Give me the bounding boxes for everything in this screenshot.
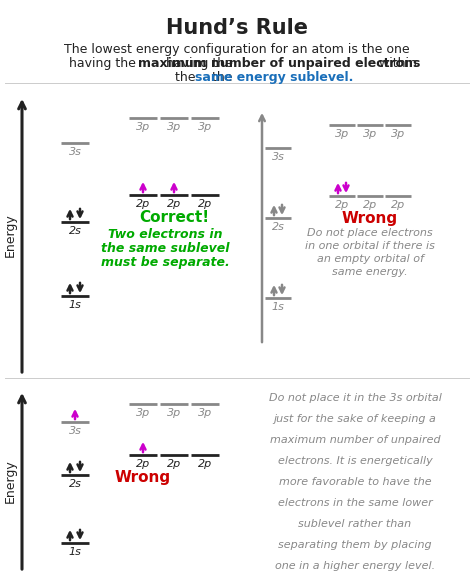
Text: 2s: 2s bbox=[69, 226, 82, 236]
Text: same energy sublevel.: same energy sublevel. bbox=[195, 71, 354, 84]
Text: one in a higher energy level.: one in a higher energy level. bbox=[275, 561, 435, 571]
Text: 3p: 3p bbox=[363, 129, 377, 139]
Text: The lowest energy configuration for an atom is the one: The lowest energy configuration for an a… bbox=[64, 43, 410, 56]
Text: must be separate.: must be separate. bbox=[100, 256, 229, 269]
Text: 2p: 2p bbox=[335, 200, 349, 210]
Text: more favorable to have the: more favorable to have the bbox=[279, 477, 431, 487]
Text: 3p: 3p bbox=[167, 408, 181, 418]
Text: Two electrons in: Two electrons in bbox=[108, 228, 222, 241]
Text: 2p: 2p bbox=[167, 199, 181, 209]
Text: 3p: 3p bbox=[198, 122, 212, 132]
Text: 2p: 2p bbox=[136, 459, 150, 469]
Text: electrons in the same lower: electrons in the same lower bbox=[278, 498, 432, 508]
Text: Wrong: Wrong bbox=[342, 211, 398, 226]
Text: 2p: 2p bbox=[391, 200, 405, 210]
Text: the: the bbox=[175, 71, 200, 84]
Text: electrons. It is energetically: electrons. It is energetically bbox=[278, 456, 432, 466]
Text: maximum number of unpaired electrons: maximum number of unpaired electrons bbox=[138, 57, 420, 70]
Text: Correct!: Correct! bbox=[139, 210, 209, 225]
Text: 3p: 3p bbox=[391, 129, 405, 139]
Text: 3p: 3p bbox=[198, 408, 212, 418]
Text: 3p: 3p bbox=[136, 408, 150, 418]
Text: having the: having the bbox=[166, 57, 237, 70]
Text: 1s: 1s bbox=[272, 302, 284, 312]
Text: having the: having the bbox=[69, 57, 140, 70]
Text: Wrong: Wrong bbox=[115, 470, 171, 485]
Text: 3p: 3p bbox=[136, 122, 150, 132]
Text: 3s: 3s bbox=[69, 426, 82, 436]
Text: the same sublevel: the same sublevel bbox=[101, 242, 229, 255]
Text: 3p: 3p bbox=[335, 129, 349, 139]
Text: 3s: 3s bbox=[69, 147, 82, 157]
Text: Hund’s Rule: Hund’s Rule bbox=[166, 18, 308, 38]
Text: 2s: 2s bbox=[272, 222, 284, 232]
Text: an empty orbital of: an empty orbital of bbox=[317, 254, 423, 264]
Text: just for the sake of keeping a: just for the sake of keeping a bbox=[273, 414, 437, 424]
Text: in one orbital if there is: in one orbital if there is bbox=[305, 241, 435, 251]
Text: sublevel rather than: sublevel rather than bbox=[299, 519, 411, 529]
Text: 1s: 1s bbox=[69, 300, 82, 310]
Text: 2p: 2p bbox=[198, 199, 212, 209]
Text: 1s: 1s bbox=[69, 547, 82, 557]
Text: 2p: 2p bbox=[136, 199, 150, 209]
Text: within: within bbox=[375, 57, 417, 70]
Text: the: the bbox=[212, 71, 237, 84]
Text: same energy.: same energy. bbox=[332, 267, 408, 277]
Text: 2p: 2p bbox=[363, 200, 377, 210]
Text: separating them by placing: separating them by placing bbox=[278, 540, 432, 550]
Text: 3p: 3p bbox=[167, 122, 181, 132]
Text: Energy: Energy bbox=[3, 459, 17, 503]
Text: 2p: 2p bbox=[167, 459, 181, 469]
Text: 3s: 3s bbox=[272, 152, 284, 162]
Text: Do not place it in the 3s orbital: Do not place it in the 3s orbital bbox=[269, 393, 441, 403]
Text: Energy: Energy bbox=[3, 213, 17, 257]
Text: 2s: 2s bbox=[69, 479, 82, 489]
Text: maximum number of unpaired: maximum number of unpaired bbox=[270, 435, 440, 445]
Text: 2p: 2p bbox=[198, 459, 212, 469]
Text: Do not place electrons: Do not place electrons bbox=[307, 228, 433, 238]
